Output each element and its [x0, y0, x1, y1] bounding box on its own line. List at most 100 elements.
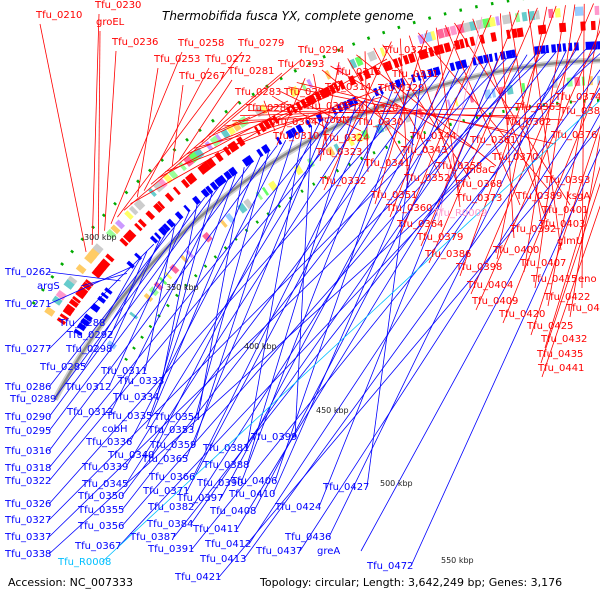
- forward-gene-label: Tfu_0352: [403, 173, 450, 184]
- reverse-gene: [154, 232, 162, 240]
- gc-mark: [224, 109, 229, 114]
- reverse-gene: [256, 148, 264, 158]
- gc-mark-inner: [175, 293, 179, 298]
- forward-gene: [295, 101, 303, 112]
- forward-gene-label: Tfu_0429: [565, 303, 600, 314]
- reverse-gene-label: Tfu_0365: [141, 454, 188, 465]
- cog-segment: [449, 25, 458, 36]
- cog-segment: [75, 263, 87, 275]
- reverse-connector: [48, 271, 121, 282]
- forward-connector: [232, 116, 357, 122]
- gc-mark: [490, 1, 494, 6]
- gc-mark-inner: [312, 182, 316, 186]
- forward-gene: [357, 72, 364, 82]
- forward-connector: [201, 100, 240, 143]
- gc-mark: [124, 190, 129, 195]
- reverse-gene-label: Tfu_0399: [250, 432, 297, 443]
- reverse-gene-label: Tfu_0367: [74, 541, 121, 552]
- forward-connector: [470, 3, 594, 295]
- cog-segment: [157, 178, 168, 189]
- reverse-gene-label: Tfu_0295: [4, 426, 51, 437]
- forward-gene: [299, 98, 308, 109]
- cog-segment-inner: [143, 292, 154, 302]
- cog-segment: [354, 55, 364, 67]
- reverse-gene-label: Tfu_0289: [9, 394, 56, 405]
- reverse-connector: [191, 48, 597, 550]
- reverse-connector: [248, 49, 577, 545]
- cog-segment: [163, 173, 174, 184]
- scale-tick-label: 400 kbp: [244, 342, 277, 351]
- reverse-gene: [149, 235, 159, 244]
- forward-connector: [209, 100, 289, 138]
- reverse-connector: [191, 63, 479, 508]
- forward-gene: [433, 45, 441, 56]
- cog-segment: [300, 81, 308, 92]
- reverse-gene-label: Tfu_0316: [4, 446, 51, 457]
- forward-gene: [267, 117, 275, 127]
- cog-segment: [288, 85, 300, 98]
- cog-segment: [443, 26, 451, 38]
- forward-gene-label: Tfu_0314: [324, 82, 371, 93]
- forward-gene: [511, 28, 518, 39]
- reverse-gene: [305, 119, 312, 128]
- forward-gene-label: Tfu_0304: [270, 117, 317, 128]
- reverse-gene: [505, 50, 513, 59]
- gc-mark-inner: [132, 346, 136, 350]
- reverse-gene: [534, 46, 541, 55]
- reverse-gene: [261, 144, 271, 155]
- forward-gene-label: Tfu_0363: [514, 102, 561, 113]
- gc-mark: [412, 20, 416, 25]
- reverse-connector: [101, 99, 600, 563]
- reverse-gene-label: Tfu_0406: [230, 476, 277, 487]
- reverse-connector: [318, 59, 499, 508]
- reverse-connector: [102, 258, 141, 324]
- forward-gene-label: Tfu_0435: [536, 349, 583, 360]
- reverse-gene: [158, 225, 168, 236]
- forward-gene-label: Tfu_0403: [538, 219, 585, 230]
- reverse-gene-label: Tfu_0472: [366, 561, 413, 572]
- reverse-gene: [454, 60, 463, 70]
- reverse-gene-label: Tfu_0336: [85, 437, 132, 448]
- forward-connector: [540, 182, 600, 364]
- forward-gene: [428, 47, 435, 57]
- reverse-gene-label: Tfu_0340: [107, 450, 154, 461]
- reverse-gene: [346, 98, 355, 108]
- forward-gene-label: Tfu_0281: [227, 66, 274, 77]
- cog-segment: [475, 19, 484, 30]
- reverse-connector: [328, 50, 567, 538]
- forward-gene: [180, 178, 190, 189]
- reverse-gene-label: Tfu_0388: [202, 460, 249, 471]
- forward-connector: [541, 205, 600, 378]
- forward-gene-label: Tfu_0296: [283, 87, 330, 98]
- reverse-gene-label: Tfu_0335: [105, 411, 152, 422]
- reverse-gene: [378, 85, 384, 95]
- forward-gene-label: Tfu_0305: [304, 101, 351, 112]
- forward-gene: [362, 69, 372, 80]
- reverse-gene: [76, 322, 87, 332]
- cog-segment: [92, 243, 104, 254]
- gc-mark-inner: [372, 150, 376, 155]
- reverse-gene: [174, 211, 184, 221]
- reverse-gene-label: Tfu_0345: [81, 479, 128, 490]
- forward-gene-label: Tfu_0364: [396, 219, 443, 230]
- forward-gene-label: Tfu_0368: [455, 179, 502, 190]
- forward-gene-label: Tfu_0393: [543, 175, 590, 186]
- forward-gene: [123, 232, 134, 243]
- cog-segment: [367, 50, 378, 62]
- reverse-gene: [214, 177, 224, 188]
- cog-segment: [226, 124, 236, 136]
- forward-connector: [475, 29, 600, 311]
- forward-gene: [119, 237, 129, 247]
- forward-gene: [101, 258, 111, 267]
- gc-mark-inner: [277, 204, 282, 208]
- gc-mark: [322, 54, 326, 59]
- reverse-connector: [118, 48, 587, 547]
- gc-mark: [60, 262, 65, 267]
- reverse-connector: [48, 99, 366, 482]
- forward-gene: [78, 286, 89, 296]
- reverse-gene: [341, 100, 349, 111]
- forward-gene-label: Tfu_0324: [322, 133, 369, 144]
- reverse-gene-label: Tfu_0359: [149, 440, 196, 451]
- gc-mark-inner: [234, 237, 238, 241]
- reverse-gene-label: Tfu_0436: [284, 532, 331, 543]
